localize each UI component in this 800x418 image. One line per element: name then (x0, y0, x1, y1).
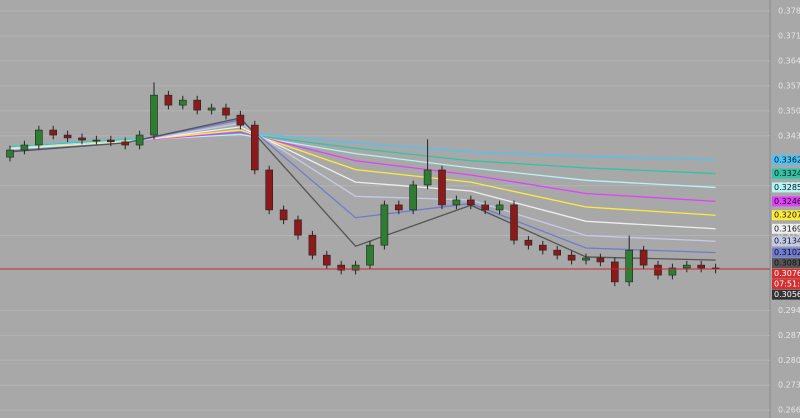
candle-body (251, 124, 259, 171)
candle-body (6, 149, 14, 158)
price-label: 0.3285 (774, 183, 800, 192)
candle-body (308, 234, 317, 256)
candle-body (697, 264, 706, 269)
candle-body (92, 139, 101, 142)
candle-body (366, 244, 374, 266)
price-label: 0.3102 (774, 248, 800, 257)
price-label-box (772, 155, 800, 166)
price-label: 0.3056 (774, 290, 800, 299)
price-label-box (772, 289, 800, 300)
countdown-box (772, 279, 800, 290)
candle-body (553, 249, 562, 256)
price-label: 0.3076 (774, 269, 800, 278)
candle-body (495, 204, 504, 211)
candle-body (49, 129, 58, 136)
candle-body (265, 169, 274, 211)
price-label-box (772, 247, 800, 258)
price-label-box (772, 196, 800, 207)
candle-body (380, 204, 389, 246)
candle-body (107, 139, 115, 143)
candle-body (193, 99, 201, 111)
candle-body (322, 254, 331, 266)
candle-body (150, 94, 158, 136)
price-label: 0.3246 (774, 197, 800, 206)
candle-body (394, 204, 403, 211)
candle-body (222, 107, 230, 116)
price-label: 0.3134 (774, 237, 800, 246)
candle-body (409, 184, 418, 211)
price-label: 0.3362 (774, 156, 800, 165)
candle-body (524, 239, 533, 246)
candle-body (164, 94, 173, 106)
candle-body (668, 267, 677, 276)
candle-body (337, 264, 346, 271)
candle-body (20, 144, 29, 151)
price-label: 0.3169 (774, 224, 800, 233)
candle-body (610, 261, 619, 283)
price-label-box (772, 210, 800, 221)
price-label-box (772, 268, 800, 279)
candle-body (538, 244, 547, 251)
candle-body (121, 141, 129, 146)
candle-body (510, 204, 518, 241)
candle-body (294, 219, 302, 236)
candle-body (279, 209, 288, 221)
price-label: 0.3081 (774, 259, 800, 268)
candle-body (466, 199, 475, 206)
price-label-box (772, 236, 800, 247)
candle-body (34, 129, 43, 146)
price-label: 0.3324 (774, 169, 800, 178)
candle-body (135, 134, 144, 146)
candle-body (625, 249, 634, 283)
price-label-box (772, 258, 800, 269)
candle-body (63, 134, 72, 139)
candle-body (452, 199, 461, 206)
candle-body (236, 114, 245, 126)
price-label-box (772, 223, 800, 234)
candle-body (78, 137, 86, 141)
price-label-box (772, 168, 800, 179)
candle-body (582, 257, 590, 261)
countdown-label: 07:51:55 (774, 280, 800, 289)
price-label-box (772, 182, 800, 193)
candle-body (207, 107, 216, 111)
candle-body (654, 264, 662, 276)
candle-body (567, 254, 576, 261)
candle-body (179, 99, 187, 106)
candle-body (682, 264, 691, 269)
candle-body (423, 169, 432, 186)
candle-body (438, 169, 446, 206)
candle-body (639, 249, 648, 266)
candle-body (481, 204, 490, 211)
candle-body (351, 264, 360, 271)
price-label: 0.3207 (774, 211, 800, 220)
candle-body (596, 257, 605, 263)
